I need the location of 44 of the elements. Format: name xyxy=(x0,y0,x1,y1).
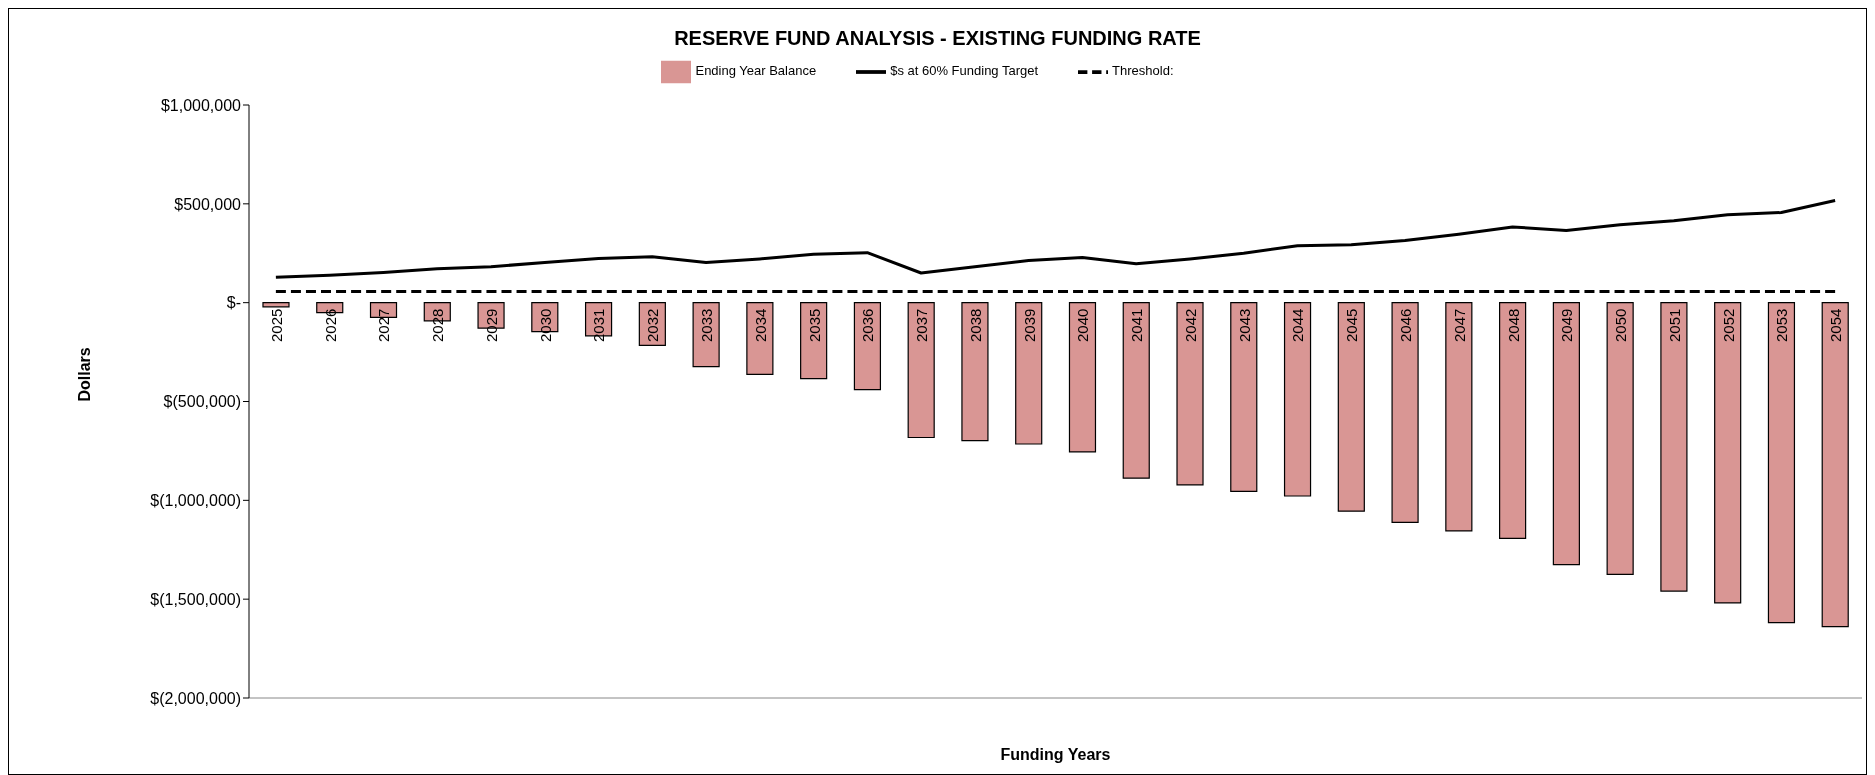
x-tick-label: 2044 xyxy=(1289,308,1307,343)
x-tick-label: 2050 xyxy=(1612,308,1630,343)
x-tick-label: 2043 xyxy=(1235,308,1253,343)
x-tick-label: 2053 xyxy=(1773,308,1791,343)
y-tick-label: $(2,000,000) xyxy=(150,689,241,707)
chart-title: RESERVE FUND ANALYSIS - EXISTING FUNDING RATE xyxy=(673,27,1202,50)
x-tick-label: 2030 xyxy=(536,308,554,343)
x-tick-label: 2054 xyxy=(1827,308,1845,343)
x-tick-label: 2049 xyxy=(1558,308,1576,343)
x-tick-label: 2027 xyxy=(375,308,393,343)
line-series xyxy=(274,198,1837,279)
x-tick-label: 2037 xyxy=(913,308,931,343)
x-tick-label: 2052 xyxy=(1719,308,1737,343)
legend-label: $s at 60% Funding Target xyxy=(890,63,1039,79)
y-tick-label: $(1,500,000) xyxy=(150,590,241,608)
x-axis-title: Funding Years xyxy=(1000,746,1111,763)
x-tick-label: 2038 xyxy=(966,308,984,343)
x-tick-label: 2046 xyxy=(1396,308,1414,343)
x-tick-label: 2035 xyxy=(805,308,823,343)
x-tick-label: 2040 xyxy=(1074,308,1092,343)
x-tick-label: 2041 xyxy=(1128,308,1146,343)
x-tick-label: 2036 xyxy=(859,308,877,343)
legend-label: Ending Year Balance xyxy=(695,63,817,79)
x-tick-label: 2051 xyxy=(1665,308,1683,343)
y-tick-label: $500,000 xyxy=(174,195,242,213)
x-tick-label: 2034 xyxy=(751,308,769,343)
x-tick-label: 2026 xyxy=(321,308,339,343)
x-tick-label: 2025 xyxy=(267,308,285,343)
y-tick-label: $(500,000) xyxy=(163,393,241,411)
x-tick-label: 2033 xyxy=(698,308,716,343)
x-tick-label: 2029 xyxy=(482,308,500,343)
y-tick-label: $1,000,000 xyxy=(160,96,242,114)
x-tick-label: 2042 xyxy=(1181,308,1199,343)
y-tick-label: $(1,000,000) xyxy=(150,492,241,510)
x-tick-label: 2047 xyxy=(1450,308,1468,343)
x-tick-label: 2045 xyxy=(1343,308,1361,343)
y-axis-title: Dollars xyxy=(75,347,93,402)
x-tick-label: 2039 xyxy=(1020,308,1038,343)
legend-label: Threshold: xyxy=(1112,63,1174,79)
x-tick-label: 2048 xyxy=(1504,308,1522,343)
y-tick-label: $- xyxy=(226,294,241,312)
x-tick-label: 2032 xyxy=(644,308,662,343)
x-tick-label: 2031 xyxy=(590,308,608,343)
x-tick-label: 2028 xyxy=(429,308,447,343)
